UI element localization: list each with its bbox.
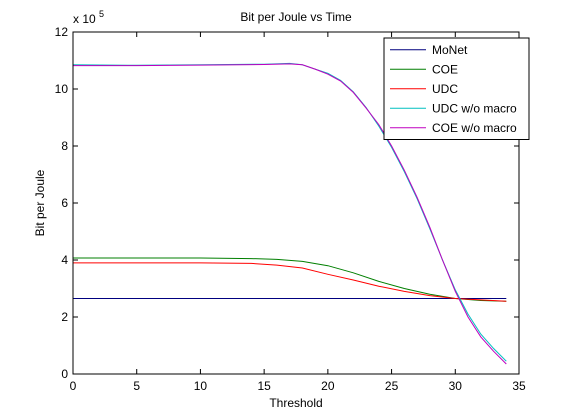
x-tick-label: 30 bbox=[449, 379, 463, 393]
series-line-4 bbox=[73, 63, 507, 365]
y-tick-label: 8 bbox=[61, 139, 68, 153]
legend: MoNet COE UDC UDC w/o macro COE w/o macro bbox=[383, 37, 530, 140]
chart-title: Bit per Joule vs Time bbox=[240, 10, 352, 24]
series-line-2 bbox=[73, 262, 507, 302]
x-axis-label: Threshold bbox=[269, 396, 322, 410]
y-axis-label: Bit per Joule bbox=[33, 169, 47, 236]
legend-label-1: COE bbox=[432, 62, 458, 76]
legend-label-0: MoNet bbox=[432, 43, 468, 57]
series-lines bbox=[72, 62, 507, 365]
legend-label-4: COE w/o macro bbox=[432, 121, 517, 135]
x-tick-label: 10 bbox=[194, 379, 208, 393]
x-tick-label: 20 bbox=[321, 379, 335, 393]
x-tick-label: 15 bbox=[257, 379, 271, 393]
axis-tick-labels: 0 5 10 15 20 25 30 35 0 2 4 6 8 10 12 bbox=[55, 25, 526, 393]
y-tick-label: 12 bbox=[55, 25, 69, 39]
legend-label-2: UDC bbox=[432, 82, 458, 96]
x-tick-label: 35 bbox=[512, 379, 526, 393]
legend-label-3: UDC w/o macro bbox=[432, 101, 517, 115]
y-multiplier-base: x 10 bbox=[73, 12, 96, 26]
y-tick-label: 10 bbox=[55, 82, 69, 96]
y-tick-label: 6 bbox=[61, 196, 68, 210]
y-tick-label: 2 bbox=[61, 310, 68, 324]
y-multiplier-exponent: 5 bbox=[99, 9, 104, 19]
y-tick-label: 4 bbox=[61, 253, 68, 267]
x-tick-label: 25 bbox=[385, 379, 399, 393]
y-axis-multiplier: x 10 5 bbox=[73, 9, 104, 26]
y-tick-label: 0 bbox=[61, 367, 68, 381]
axis-ticks bbox=[72, 31, 520, 375]
x-tick-label: 0 bbox=[70, 379, 77, 393]
x-tick-label: 5 bbox=[133, 379, 140, 393]
